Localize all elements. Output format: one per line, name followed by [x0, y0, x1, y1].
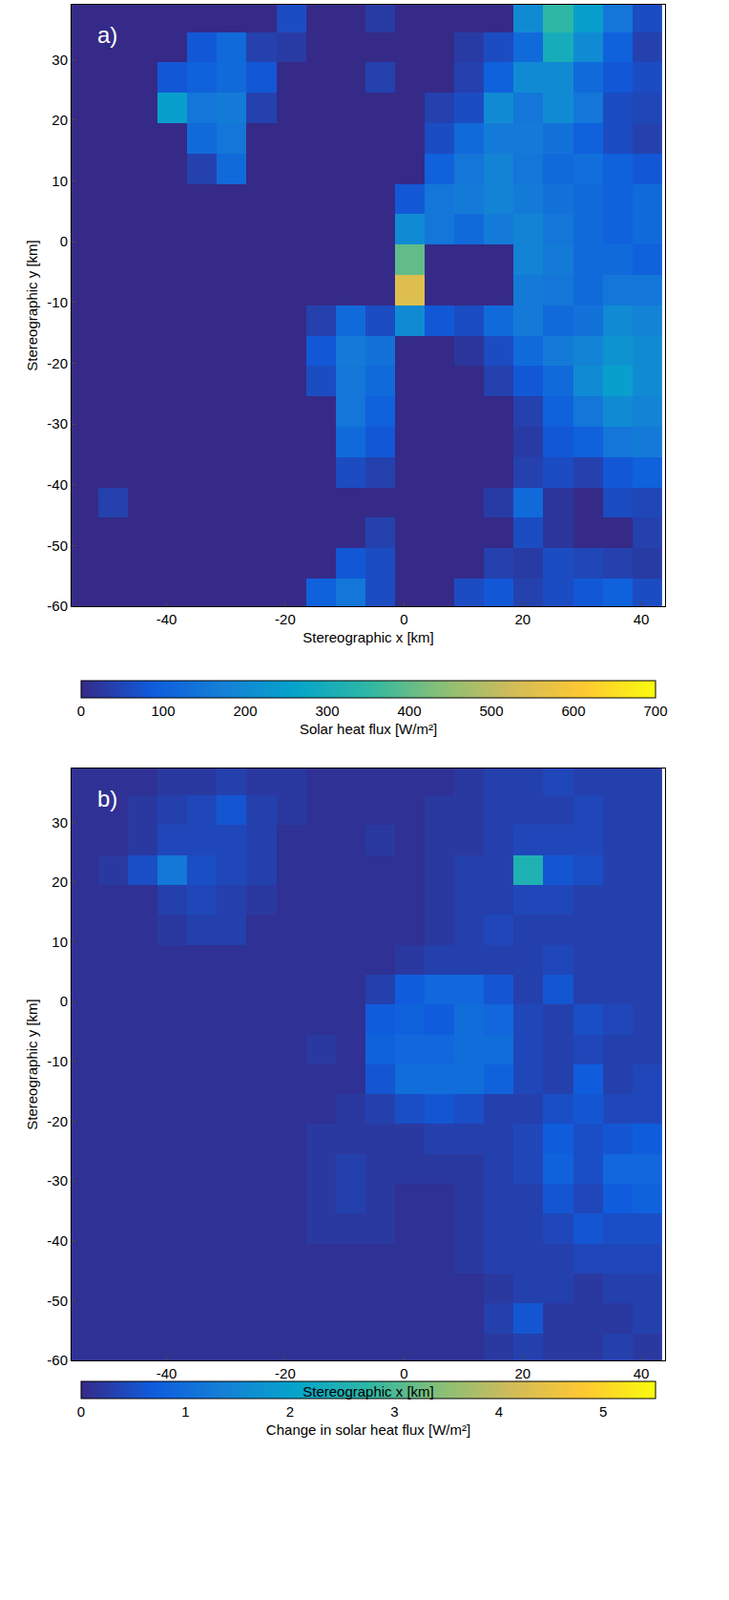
svg-text:30: 30 [51, 51, 68, 68]
svg-text:-20: -20 [274, 1364, 296, 1381]
svg-text:0: 0 [77, 1402, 85, 1419]
svg-text:400: 400 [396, 702, 421, 719]
svg-text:20: 20 [514, 610, 531, 627]
svg-text:20: 20 [51, 873, 68, 890]
svg-text:3: 3 [390, 1402, 398, 1419]
svg-text:20: 20 [514, 1364, 531, 1381]
svg-text:Change in solar heat flux [W/m: Change in solar heat flux [W/m²] [266, 1420, 471, 1438]
svg-text:0: 0 [60, 232, 68, 250]
svg-text:10: 10 [51, 933, 68, 950]
svg-text:1: 1 [181, 1402, 189, 1419]
svg-text:a): a) [97, 21, 118, 48]
svg-text:40: 40 [633, 1364, 650, 1381]
svg-text:-10: -10 [46, 1052, 68, 1069]
svg-text:4: 4 [495, 1402, 503, 1419]
svg-text:-40: -40 [46, 1231, 68, 1249]
svg-text:-60: -60 [46, 1351, 68, 1368]
svg-text:-50: -50 [46, 1291, 68, 1309]
svg-text:0: 0 [399, 1364, 408, 1381]
svg-text:-30: -30 [46, 415, 68, 432]
svg-text:200: 200 [232, 702, 257, 719]
svg-text:Solar heat flux [W/m²]: Solar heat flux [W/m²] [299, 720, 438, 737]
svg-text:500: 500 [479, 702, 503, 719]
svg-text:2: 2 [286, 1402, 294, 1419]
svg-text:-60: -60 [46, 597, 68, 614]
svg-text:Stereographic y [km]: Stereographic y [km] [23, 239, 41, 372]
svg-text:-40: -40 [46, 476, 68, 493]
svg-text:-20: -20 [274, 610, 296, 627]
svg-text:-50: -50 [46, 537, 68, 554]
svg-text:30: 30 [51, 813, 68, 831]
svg-text:600: 600 [561, 702, 585, 719]
svg-text:300: 300 [314, 702, 339, 719]
svg-text:5: 5 [599, 1402, 607, 1419]
svg-text:-40: -40 [156, 1364, 178, 1381]
svg-text:20: 20 [51, 111, 68, 128]
svg-text:10: 10 [51, 172, 68, 189]
svg-text:Stereographic y [km]: Stereographic y [km] [23, 998, 41, 1130]
svg-text:0: 0 [60, 992, 68, 1009]
svg-text:-30: -30 [46, 1171, 68, 1188]
svg-text:Stereographic x [km]: Stereographic x [km] [302, 628, 435, 646]
svg-text:-20: -20 [46, 1112, 68, 1129]
svg-text:-40: -40 [156, 610, 178, 627]
svg-text:-20: -20 [46, 354, 68, 372]
svg-text:100: 100 [150, 702, 175, 719]
svg-text:40: 40 [633, 610, 650, 627]
svg-text:700: 700 [643, 702, 667, 719]
svg-text:-10: -10 [46, 293, 68, 311]
svg-text:0: 0 [399, 610, 408, 627]
svg-text:Stereographic x [km]: Stereographic x [km] [302, 1382, 435, 1399]
svg-text:0: 0 [77, 702, 85, 719]
svg-text:b): b) [97, 785, 118, 812]
